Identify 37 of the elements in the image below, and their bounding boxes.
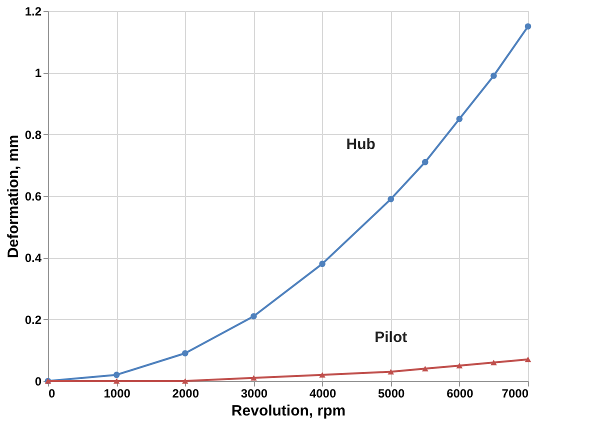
point [524, 23, 532, 30]
y-tick-label: 0.8 [24, 128, 42, 142]
y-tick-label: 0 [34, 374, 42, 388]
point [490, 72, 497, 79]
point [422, 366, 428, 372]
point [182, 350, 188, 356]
x-tick-label: 7000 [502, 386, 529, 400]
point [490, 360, 497, 366]
point [456, 362, 463, 368]
point [250, 375, 257, 381]
point [113, 378, 120, 384]
x-tick-label: 2000 [172, 386, 200, 400]
point [182, 378, 188, 384]
x-tick-label: 3000 [240, 386, 268, 400]
y-tick-label: 0.6 [24, 190, 42, 204]
point [113, 372, 120, 378]
text: Hub [346, 136, 376, 154]
x-tick-label: 0 [48, 386, 56, 400]
point [388, 196, 394, 202]
x-tick-label: 6000 [446, 386, 474, 400]
x-tick-label: 1000 [104, 386, 131, 400]
point [319, 260, 326, 267]
y-tick-label: 1 [34, 66, 42, 80]
series-label: Pilot [374, 328, 408, 346]
y-tick-label: 0.4 [24, 251, 42, 266]
point [319, 372, 326, 378]
y-axis-title: Deformation, mm [4, 134, 22, 258]
x-tick-label: 4000 [309, 386, 336, 400]
point [456, 116, 463, 122]
point [388, 369, 394, 374]
point [422, 158, 428, 166]
x-axis-title: Revolution, rpm [231, 402, 346, 420]
y-tick-label: 0.2 [24, 312, 42, 327]
y-tick-label: 1.2 [24, 4, 42, 18]
x-tick-label: 5000 [378, 386, 406, 400]
point [524, 356, 532, 362]
point [250, 313, 257, 320]
